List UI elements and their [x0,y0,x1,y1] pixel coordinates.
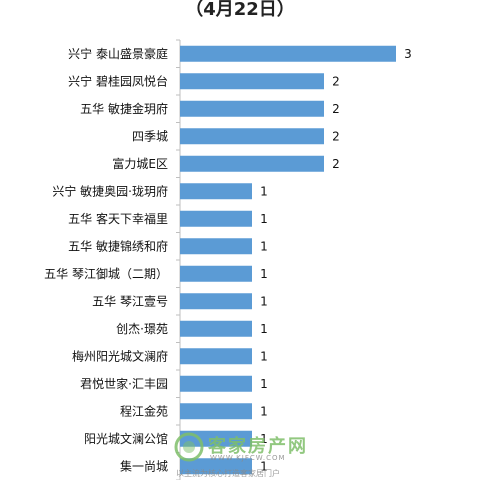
watermark-url: WWW.KJFCW.COM [210,454,286,462]
bar [180,210,252,227]
data-label: 1 [260,239,268,253]
category-label: 程江金苑 [120,403,168,418]
category-label: 兴宁 泰山盛景豪庭 [68,46,168,61]
bar [180,403,252,420]
data-label: 1 [260,377,268,391]
bar [180,293,252,310]
data-label: 1 [260,294,268,308]
data-label: 3 [404,47,412,61]
watermark-text: 客家房产网 [208,436,308,457]
data-label: 1 [260,212,268,226]
bar [180,238,252,255]
bar [180,265,252,282]
bar [180,128,324,145]
bar [180,458,252,475]
category-label: 四季城 [132,129,168,143]
bar [180,45,396,62]
bar [180,183,252,200]
data-label: 1 [260,184,268,198]
watermark-logo-icon [174,432,204,462]
category-label: 阳光城文澜公馆 [84,431,168,446]
category-label: 君悦世家·汇丰园 [80,376,168,391]
category-label: 五华 琴江御城（二期） [44,266,168,281]
category-label: 五华 客天下幸福里 [68,211,168,226]
category-label: 集一尚城 [120,458,168,473]
category-label: 五华 敏捷金玥府 [80,101,168,116]
data-label: 1 [260,349,268,363]
bar [180,100,324,117]
bar [180,375,252,392]
data-label: 2 [332,102,340,116]
data-label: 2 [332,129,340,143]
category-label: 创杰·璟苑 [116,322,168,336]
bar [180,348,252,365]
bar [180,155,324,172]
category-label: 五华 琴江壹号 [92,294,168,308]
data-label: 1 [260,267,268,281]
category-label: 富力城E区 [112,156,168,171]
category-label: 五华 敏捷锦绣和府 [68,238,168,253]
category-label: 梅州阳光城文澜府 [72,348,168,363]
chart-title: （4月22日） [185,0,295,20]
bar [180,320,252,337]
data-label: 1 [260,459,268,473]
bar [180,73,324,90]
category-label: 兴宁 敏捷奥园·珑玥府 [52,183,168,198]
category-label: 兴宁 碧桂园凤悦台 [68,73,168,88]
data-label: 1 [260,432,268,446]
data-label: 1 [260,404,268,418]
bar [180,430,252,447]
data-label: 2 [332,74,340,88]
watermark: 客家房产网 WWW.KJFCW.COM 以主流为核心打造客家居门户 [170,430,320,480]
data-label: 1 [260,322,268,336]
watermark-slogan: 以主流为核心打造客家居门户 [176,469,280,478]
data-label: 2 [332,157,340,171]
